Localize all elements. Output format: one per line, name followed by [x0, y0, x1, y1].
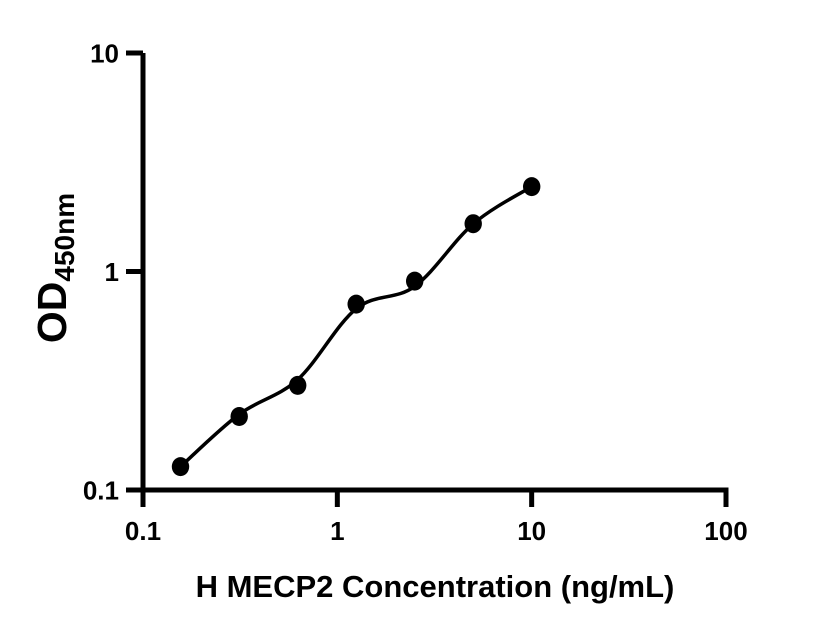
y-tick-label: 1: [105, 257, 119, 287]
y-axis-title: OD450nm: [29, 193, 80, 343]
data-point: [464, 214, 482, 234]
data-point: [406, 271, 424, 291]
data-point: [171, 457, 190, 477]
x-axis-title: H MECP2 Concentration (ng/mL): [196, 569, 675, 604]
tick-labels: 0.1 1 10 100 0.1 1 10: [83, 38, 748, 546]
data-points: [171, 177, 541, 477]
y-tick-label: 10: [90, 38, 119, 68]
x-tick-label: 1: [330, 516, 344, 546]
data-point: [230, 407, 248, 426]
y-axis-title-subscript: 450nm: [49, 193, 80, 282]
x-tick-label: 10: [517, 516, 546, 546]
y-axis-title-base: OD: [29, 282, 75, 344]
x-tick-label: 0.1: [125, 516, 161, 546]
x-tick-label: 100: [704, 516, 747, 546]
data-point: [347, 294, 365, 314]
data-point: [523, 177, 541, 197]
tick-marks: [126, 50, 729, 507]
y-tick-label: 0.1: [83, 475, 119, 505]
data-point: [289, 375, 307, 395]
